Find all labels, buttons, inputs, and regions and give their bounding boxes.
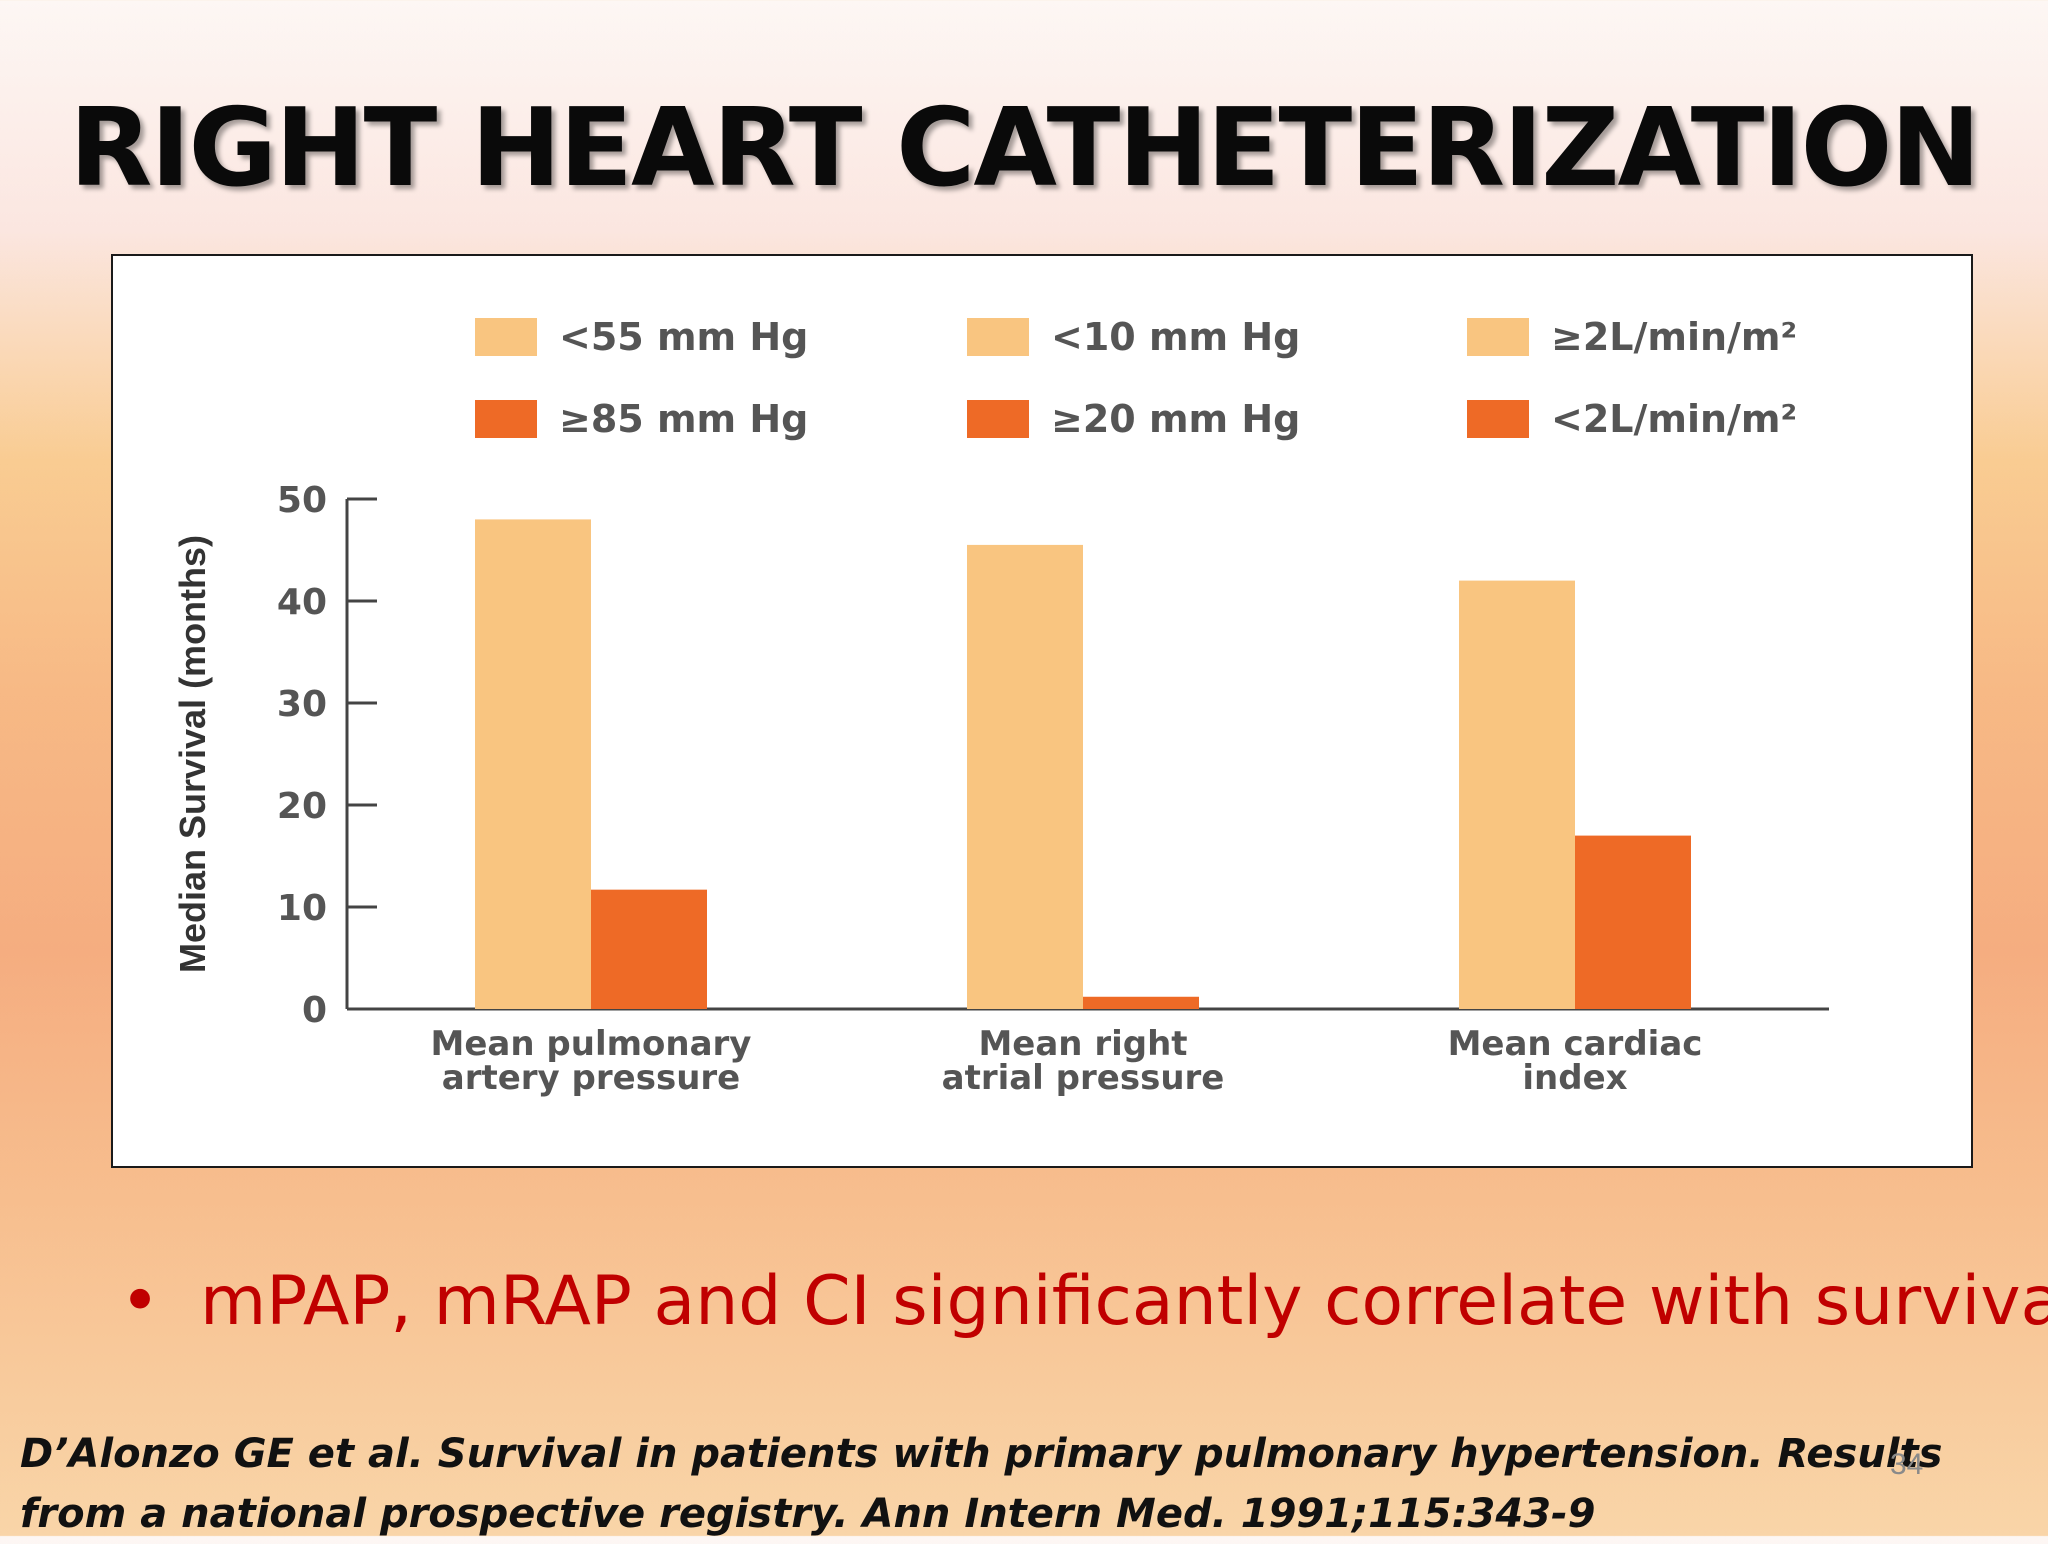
bar-light-2 [967, 544, 1083, 1009]
category-label: artery pressure [442, 1058, 740, 1098]
legend-label: ≥85 mm Hg [559, 397, 808, 441]
bar-dark-1 [591, 889, 707, 1009]
legend-label: <10 mm Hg [1051, 315, 1300, 359]
y-tick-label: 50 [277, 480, 327, 521]
category-label: Mean right [978, 1024, 1187, 1064]
slide-title: RIGHT HEART CATHETERIZATION [69, 86, 1981, 211]
citation: D’Alonzo GE et al. Survival in patients … [20, 1431, 1943, 1537]
category-label: index [1522, 1058, 1627, 1098]
legend-label: <2L/min/m² [1551, 397, 1797, 441]
bar-chart: 0 10 20 30 40 50 Median Survival (months) Mean … [172, 315, 1829, 1098]
bar-dark-3 [1575, 835, 1691, 1009]
legend-label: <55 mm Hg [559, 315, 808, 359]
bar-light-3 [1459, 580, 1575, 1009]
y-tick-label: 30 [277, 684, 327, 725]
bullet-point: • mPAP, mRAP and CI significantly correla… [120, 1262, 2048, 1341]
bar-dark-2 [1083, 996, 1199, 1009]
y-axis-title: Median Survival (months) [172, 535, 213, 973]
bar-light-1 [475, 519, 591, 1009]
y-tick-label: 10 [277, 888, 327, 929]
bullet-text: mPAP, mRAP and CI significantly correlat… [200, 1262, 2048, 1341]
y-tick-label: 0 [302, 990, 327, 1031]
category-label: atrial pressure [942, 1058, 1225, 1098]
category-label: Mean pulmonary [431, 1024, 752, 1064]
page-number: 34 [1890, 1448, 1924, 1481]
y-tick-label: 20 [277, 786, 327, 827]
legend-swatch-light [475, 318, 537, 356]
bullet-marker: • [120, 1262, 161, 1341]
legend-label: ≥2L/min/m² [1551, 315, 1797, 359]
legend-label: ≥20 mm Hg [1051, 397, 1300, 441]
legend-swatch-dark [967, 400, 1029, 438]
chart-panel: 0 10 20 30 40 50 Median Survival (months) Mean … [111, 254, 1973, 1168]
y-tick-label: 40 [277, 582, 327, 623]
legend-swatch-light [1467, 318, 1529, 356]
legend-swatch-dark [1467, 400, 1529, 438]
legend-swatch-light [967, 318, 1029, 356]
category-label: Mean cardiac [1448, 1024, 1703, 1064]
legend-swatch-dark [475, 400, 537, 438]
